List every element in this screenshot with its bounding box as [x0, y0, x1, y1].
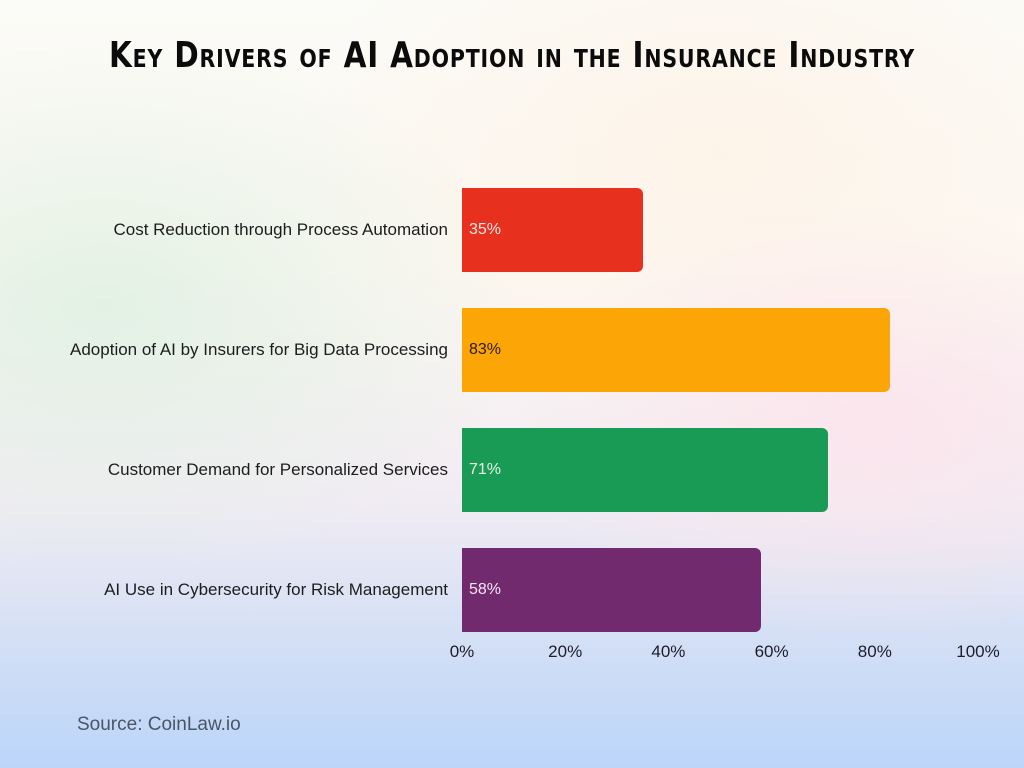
bar: 83%	[462, 308, 891, 392]
x-axis-tick: 0%	[449, 642, 475, 661]
category-label: Cost Reduction through Process Automatio…	[113, 220, 448, 239]
source-note: Source: CoinLaw.io	[77, 714, 241, 735]
bar: 71%	[462, 428, 829, 512]
x-axis-tick: 100%	[956, 642, 1000, 661]
category-label: AI Use in Cybersecurity for Risk Managem…	[104, 580, 448, 599]
chart-title: Key Drivers of AI Adoption in the Insura…	[108, 35, 916, 76]
bar-value-label: 71%	[469, 461, 502, 478]
category-label: Adoption of AI by Insurers for Big Data …	[70, 340, 448, 359]
bar-value-label: 58%	[469, 581, 502, 598]
x-axis-tick: 60%	[754, 642, 789, 661]
bar-value-label: 83%	[469, 341, 502, 358]
bar: 35%	[462, 188, 643, 272]
category-label: Customer Demand for Personalized Service…	[107, 460, 448, 479]
bar-value-label: 35%	[469, 221, 502, 238]
x-axis-tick: 80%	[857, 642, 892, 661]
x-axis-tick: 40%	[651, 642, 686, 661]
x-axis-tick: 20%	[548, 642, 583, 661]
bar: 58%	[462, 548, 762, 632]
